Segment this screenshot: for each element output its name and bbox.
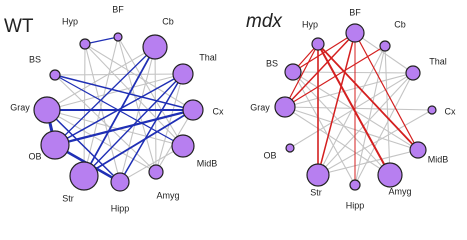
node [285,143,295,153]
node [148,164,164,180]
node-label: Cx [213,106,224,116]
node-label: MidB [197,158,218,168]
edge [292,71,356,186]
node [311,37,325,51]
node-label: Amyg [388,186,411,196]
panel-title: mdx [246,11,283,32]
node [113,32,123,42]
edge [284,106,419,151]
node-label: Hipp [111,203,130,213]
edge [83,73,184,177]
edge [54,73,184,146]
edge [289,72,414,149]
edge [54,108,194,147]
node-label: Cb [162,16,174,26]
edge [54,74,184,147]
node-label: MidB [428,154,449,164]
node [427,105,437,115]
edge [46,109,184,147]
edge [292,32,356,73]
edge [84,43,121,183]
edge [284,43,319,108]
node-label: Hyp [302,19,318,29]
node [349,179,361,191]
node-label: BF [349,7,361,17]
node-label: Cx [445,106,456,116]
node [69,161,99,191]
edges [45,32,433,186]
node [405,65,421,81]
edge [354,32,419,151]
node-label: Gray [250,102,270,112]
node [379,40,391,52]
edge [317,109,433,176]
edge [292,71,391,176]
edge [317,72,414,176]
node [40,130,70,160]
edge [119,46,156,183]
edge [284,45,386,108]
node [79,38,91,50]
node [274,96,296,118]
edge [84,36,119,45]
node-label: BS [266,58,278,68]
edge [46,73,184,111]
edge [292,71,414,74]
node-label: Thal [429,56,447,66]
edge [284,72,414,108]
node-label: Cb [394,19,406,29]
network-figure: WT mdx BF Cb Thal Cx MidB Amyg Hipp Str OB Gray BS… [4,4,456,213]
node [284,63,302,81]
node [306,163,330,187]
edge [384,45,391,176]
node-label: OB [263,150,276,160]
edge [284,32,356,108]
node [49,69,61,81]
edge [46,46,156,111]
panel-title: WT [4,16,34,37]
edge [284,106,391,176]
edge [54,74,194,111]
nodes [33,23,437,192]
node-label: BS [29,54,41,64]
edge [46,109,121,183]
edge [317,149,419,176]
node [377,162,403,188]
node [182,99,204,121]
node-label: OB [28,151,41,161]
node [110,172,130,192]
edge [119,145,184,183]
edge [46,109,157,173]
node [172,63,194,85]
edge [354,45,386,186]
edge [54,46,156,146]
node-label: Hipp [346,200,365,210]
edge [317,43,391,176]
edge [354,32,414,74]
edge [83,46,156,177]
node [142,34,168,60]
edge [155,73,184,173]
node-label: Amyg [156,190,179,200]
node [409,141,427,159]
edge [317,32,356,176]
edge [54,73,184,76]
node [33,96,61,124]
node-label: Str [62,193,74,203]
edge [117,36,157,173]
node-label: Thal [199,52,217,62]
edge [284,106,433,111]
node-label: Gray [10,102,30,112]
node-label: Str [310,187,322,197]
node [345,23,365,43]
node [171,134,195,158]
node-label: Hyp [62,16,78,26]
edge [317,43,419,151]
node-label: BF [112,4,124,14]
